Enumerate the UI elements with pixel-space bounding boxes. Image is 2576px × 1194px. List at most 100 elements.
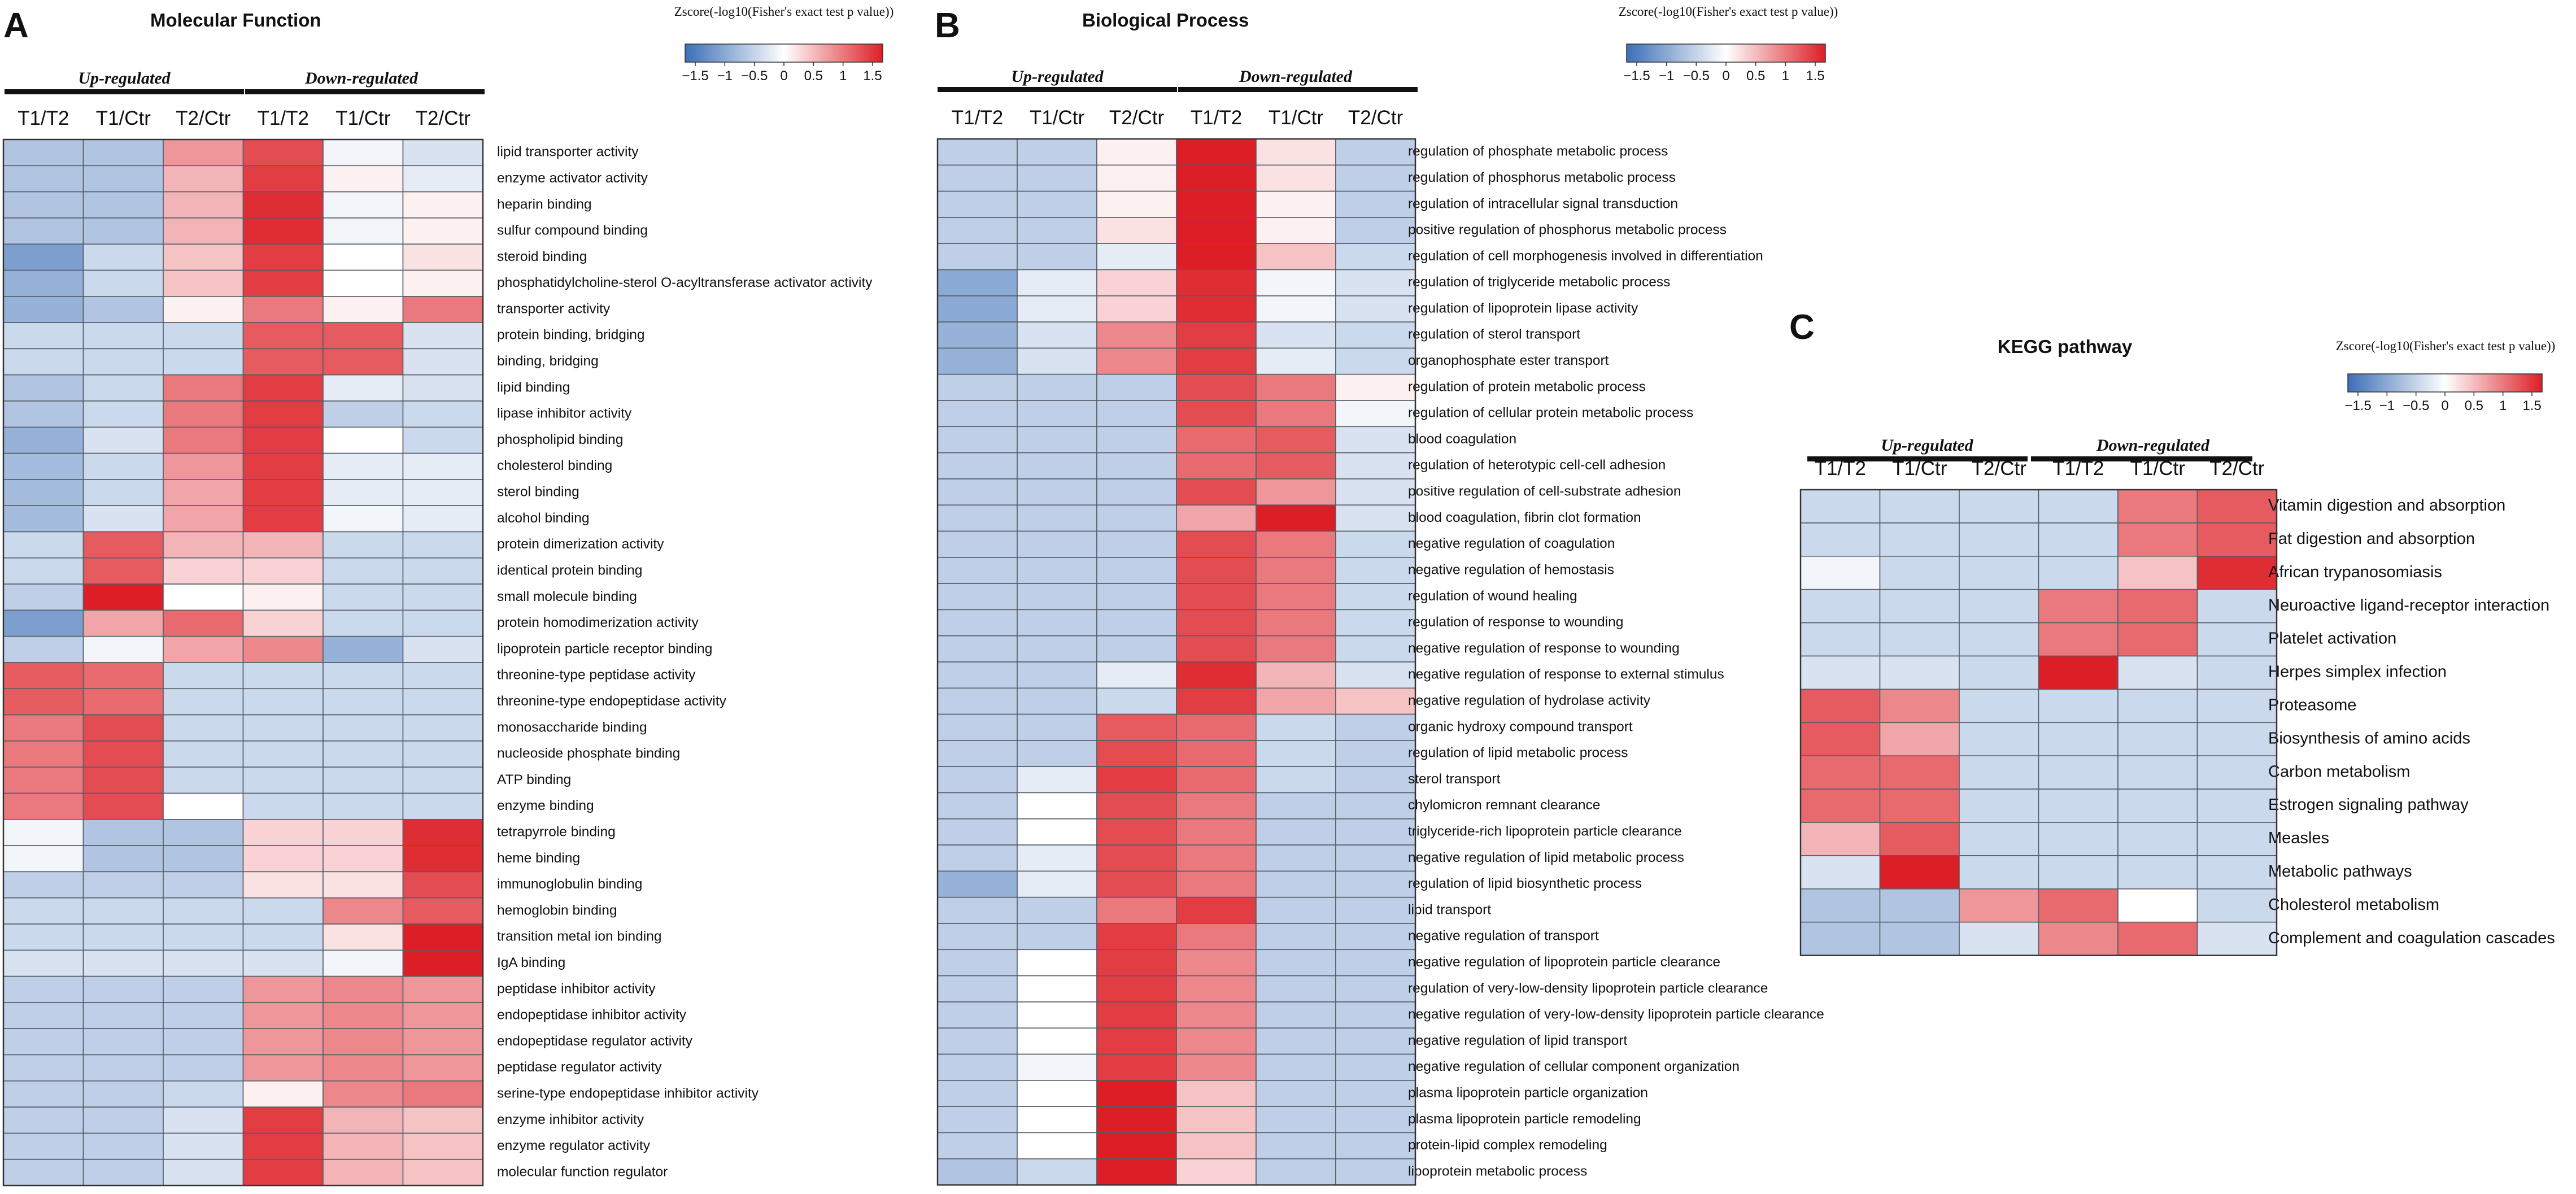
heatmap-cell [163,479,244,507]
heatmap-cell [3,923,84,951]
heatmap-cell [3,897,84,925]
heatmap-cell [2196,688,2277,724]
heatmap-cell [1335,426,1416,454]
heatmap-cell [82,426,164,454]
heatmap-cell [1176,1027,1257,1055]
heatmap-cell [1800,522,1881,557]
heatmap-cell [82,217,164,245]
heatmap-cell [1256,478,1336,506]
heatmap-cell [242,949,324,977]
heatmap-cell [937,792,1018,820]
heatmap-cell [82,662,164,690]
legend-title: Zscore(-log10(Fisher's exact test p valu… [674,5,894,19]
column-label: T2/Ctr [1109,107,1165,129]
heatmap-cell [1335,452,1416,480]
row-label: positive regulation of cell-substrate ad… [1408,483,1681,499]
heatmap-cell [3,1132,84,1160]
heatmap-cell [1176,1001,1257,1029]
heatmap-cell [937,556,1018,584]
heatmap-cell [1176,373,1257,401]
column-label: T2/Ctr [2209,457,2265,480]
column-label: T2/Ctr [1348,107,1403,129]
heatmap-cell [937,1158,1018,1186]
heatmap-cell [937,1001,1018,1029]
heatmap-cell [1256,347,1336,375]
heatmap-cell [242,923,324,951]
heatmap-cell [163,374,244,402]
heatmap-cell [1335,478,1416,506]
row-label: lipid transporter activity [497,145,639,160]
heatmap-cell [1096,661,1177,689]
row-label: peptidase inhibitor activity [497,981,656,996]
heatmap-cell [1335,138,1416,166]
heatmap-cell [322,871,404,899]
heatmap-cell [82,400,164,428]
heatmap-cell [3,1158,84,1186]
heatmap-cell [82,374,164,402]
heatmap-cell [2038,921,2119,956]
heatmap-cell [2196,722,2277,757]
heatmap-cell [1096,530,1177,558]
heatmap-cell [242,1002,324,1030]
row-label: regulation of lipid biosynthetic process [1408,876,1642,891]
heatmap-cell [1879,688,1960,724]
heatmap-cell [1256,1080,1336,1107]
heatmap-cell [1176,818,1257,846]
heatmap-cell [1176,583,1257,611]
heatmap-cell [1335,504,1416,532]
heatmap-cell [2196,855,2277,890]
heatmap-cell [82,714,164,742]
heatmap-cell [82,165,164,193]
heatmap-cell [1017,1132,1097,1160]
heatmap-cell [1256,373,1336,401]
heatmap-cell [1017,818,1097,846]
heatmap-cell [322,322,404,350]
heatmap-cell [1959,921,2039,956]
heatmap-cell [937,321,1018,349]
heatmap-cell [3,1054,84,1082]
heatmap-cell [322,1002,404,1030]
heatmap-cell [3,295,84,323]
heatmap-cell [1800,655,1881,690]
heatmap-cell [1256,609,1336,637]
heatmap-cell [163,426,244,454]
heatmap-cell [242,1106,324,1134]
column-label: T1/T2 [1815,457,1866,480]
heatmap-cell [402,217,483,245]
heatmap-cell [82,792,164,820]
heatmap-cell [1017,635,1097,663]
heatmap-cell [937,583,1018,611]
heatmap-cell [937,400,1018,428]
heatmap-cell [1335,687,1416,715]
panel-b-legend: Zscore(-log10(Fisher's exact test p valu… [1619,5,1838,84]
heatmap-cell [3,531,84,559]
panel-letter-c: C [1789,308,1815,347]
row-label: transporter activity [497,301,611,316]
heatmap-cell [937,661,1018,689]
heatmap-cell [1335,740,1416,768]
row-label: enzyme regulator activity [497,1138,651,1153]
row-label: Fat digestion and absorption [2268,530,2475,548]
heatmap-cell [402,1080,483,1108]
heatmap-cell [2038,589,2119,624]
heatmap-cell [1096,766,1177,794]
heatmap-cell [242,583,324,611]
heatmap-cell [322,740,404,768]
heatmap-cell [82,766,164,794]
heatmap-cell [1096,635,1177,663]
heatmap-cell [1256,896,1336,924]
row-label: threonine-type peptidase activity [497,668,696,683]
heatmap-cell [1176,766,1257,794]
heatmap-cell [1800,589,1881,624]
heatmap-cell [1096,896,1177,924]
heatmap-cell [242,714,324,742]
heatmap-cell [1017,792,1097,820]
heatmap-cell [82,635,164,663]
heatmap-cell [937,217,1018,244]
heatmap-cell [1335,1106,1416,1134]
heatmap-cell [242,897,324,925]
heatmap-cell [1176,347,1257,375]
row-label: protein binding, bridging [497,328,645,343]
heatmap-cell [242,269,324,297]
row-label: protein homodimerization activity [497,615,699,630]
